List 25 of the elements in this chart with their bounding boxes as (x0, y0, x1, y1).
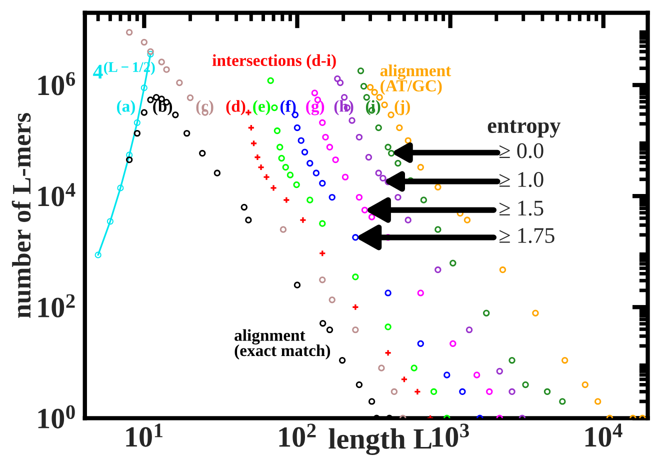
annotation: ≥ 1.0 (500, 172, 544, 188)
y-tick-label: 10$^{6}$ (38, 72, 76, 96)
annotation: (d) (226, 100, 246, 116)
annotation: entropy (488, 120, 561, 138)
y-axis-title: number of L-mers (12, 113, 31, 318)
annotation: (f) (280, 100, 296, 116)
annotation: ≥ 0.0 (500, 143, 544, 158)
y-tick-label: 10$^{0}$ (38, 405, 75, 428)
y-tick-label: 10$^{4}$ (38, 183, 76, 206)
annotation: intersections (d-i) (212, 54, 336, 70)
annotation: ≥ 1.75 (500, 228, 554, 244)
annotation: alignment (AT/GC) (380, 64, 452, 95)
annotation: (j) (394, 100, 410, 116)
annotation: alignment (exact match) (234, 329, 330, 360)
x-tick-label: 10$^{2}$ (279, 424, 316, 447)
x-tick-label: 10$^{3}$ (432, 424, 469, 447)
x-tick-label: 10$^{1}$ (126, 424, 162, 447)
annotation: (a) (116, 100, 135, 116)
annotation: ≥ 1.5 (500, 200, 544, 216)
x-axis-title: length L (328, 428, 432, 455)
annotation: (g) (306, 100, 324, 116)
x-tick-label: 10$^{4}$ (585, 424, 622, 447)
annotation: (c) (196, 100, 214, 116)
y-tick-label: 10$^{2}$ (38, 294, 75, 318)
annotation: (e) (253, 100, 270, 116)
